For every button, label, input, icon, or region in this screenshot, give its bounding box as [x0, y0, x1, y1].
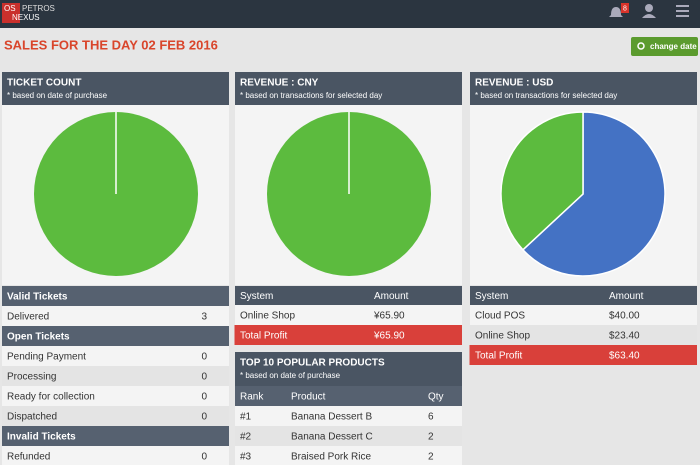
- table-cell: System: [240, 291, 273, 302]
- table-cell: 2: [428, 452, 434, 463]
- panel-title: REVENUE : CNY: [240, 78, 319, 89]
- table-row: [2, 366, 229, 386]
- panel-title: TOP 10 POPULAR PRODUCTS: [240, 358, 385, 369]
- table-row: [235, 305, 462, 325]
- top-bar: [0, 0, 700, 28]
- table-row: [235, 446, 462, 465]
- table-cell: ¥65.90: [373, 331, 405, 342]
- table-cell: Pending Payment: [7, 352, 86, 363]
- table-cell: Product: [291, 392, 326, 403]
- bell-icon[interactable]: [609, 7, 623, 17]
- table-row: [2, 346, 229, 366]
- logo-mark: [2, 3, 20, 23]
- table-cell: Qty: [428, 392, 444, 403]
- table-cell: Braised Pork Rice: [291, 452, 371, 463]
- panel-note: * based on date of purchase: [240, 371, 341, 380]
- panel-title: REVENUE : USD: [475, 78, 553, 89]
- table-cell: Banana Dessert B: [291, 412, 372, 423]
- panel-header: [235, 72, 462, 105]
- table-cell: Cloud POS: [475, 311, 525, 322]
- table-cell: 3: [201, 312, 207, 323]
- table-cell: Amount: [374, 291, 409, 302]
- table-cell: System: [475, 291, 508, 302]
- table-cell: Open Tickets: [7, 332, 70, 343]
- search-icon: [637, 42, 645, 50]
- panel-header: [2, 72, 229, 105]
- table-row: [2, 326, 229, 346]
- table-cell: 0: [201, 352, 207, 363]
- panel-header: [235, 352, 462, 386]
- table-cell: #3: [240, 452, 252, 463]
- button-label: change date: [650, 42, 697, 51]
- panel-note: * based on transactions for selected day: [475, 91, 617, 100]
- table-cell: Banana Dessert C: [291, 432, 373, 443]
- table-cell: $40.00: [609, 311, 640, 322]
- badge: [621, 3, 629, 13]
- table-cell: #1: [240, 412, 252, 423]
- table-cell: Total Profit: [240, 331, 287, 342]
- table-cell: 0: [201, 392, 207, 403]
- logo-text: NEXUS: [12, 13, 40, 22]
- table-cell: #2: [240, 432, 252, 443]
- table-cell: Rank: [240, 392, 264, 403]
- table-cell: $63.40: [609, 351, 640, 362]
- table-row: [2, 306, 229, 326]
- table-cell: Amount: [609, 291, 644, 302]
- table-cell: Refunded: [7, 452, 50, 463]
- table-cell: 0: [201, 412, 207, 423]
- table-cell: Invalid Tickets: [7, 432, 76, 443]
- table-row: [2, 286, 229, 306]
- table-cell: 0: [201, 372, 207, 383]
- table-row: [470, 305, 697, 325]
- panel-title: TICKET COUNT: [7, 78, 81, 89]
- panel-note: * based on transactions for selected day: [240, 91, 382, 100]
- table-row: [235, 286, 462, 305]
- table-row: [470, 286, 697, 305]
- menu-icon[interactable]: [676, 5, 689, 17]
- table-cell: ¥65.90: [373, 311, 405, 322]
- table-row: [2, 406, 229, 426]
- table-cell: 0: [201, 452, 207, 463]
- table-cell: Delivered: [7, 312, 49, 323]
- user-icon[interactable]: [645, 4, 653, 12]
- user-icon-body: [642, 14, 656, 18]
- table-cell: 6: [428, 412, 434, 423]
- table-row: [235, 325, 462, 345]
- table-row: [235, 406, 462, 426]
- table-row: [2, 426, 229, 446]
- table-cell: $23.40: [609, 331, 640, 342]
- table-row: [470, 345, 697, 365]
- table-cell: 2: [428, 432, 434, 443]
- table-row: [470, 325, 697, 345]
- pie-slice: [521, 111, 666, 277]
- panel-note: * based on date of purchase: [7, 91, 108, 100]
- badge-count: 8: [623, 5, 627, 12]
- table-cell: Ready for collection: [7, 392, 95, 403]
- page-title: SALES FOR THE DAY 02 FEB 2016: [4, 37, 218, 52]
- table-cell: Valid Tickets: [7, 292, 68, 303]
- table-row: [2, 386, 229, 406]
- change-date-button[interactable]: [631, 37, 698, 56]
- table-cell: Online Shop: [240, 311, 295, 322]
- table-cell: Online Shop: [475, 331, 530, 342]
- logo-text: PETROS: [22, 4, 55, 13]
- panel-header: [470, 72, 697, 105]
- table-cell: Dispatched: [7, 412, 57, 423]
- pie-slice: [500, 111, 584, 251]
- table-row: [235, 386, 462, 406]
- table-row: [235, 426, 462, 446]
- table-row: [2, 446, 229, 465]
- table-cell: Total Profit: [475, 351, 522, 362]
- logo-text: OS: [4, 4, 16, 13]
- table-cell: Processing: [7, 372, 56, 383]
